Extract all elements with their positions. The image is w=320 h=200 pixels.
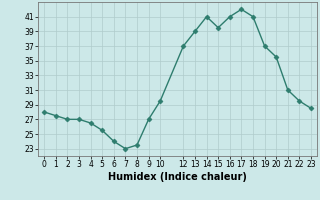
X-axis label: Humidex (Indice chaleur): Humidex (Indice chaleur) bbox=[108, 172, 247, 182]
